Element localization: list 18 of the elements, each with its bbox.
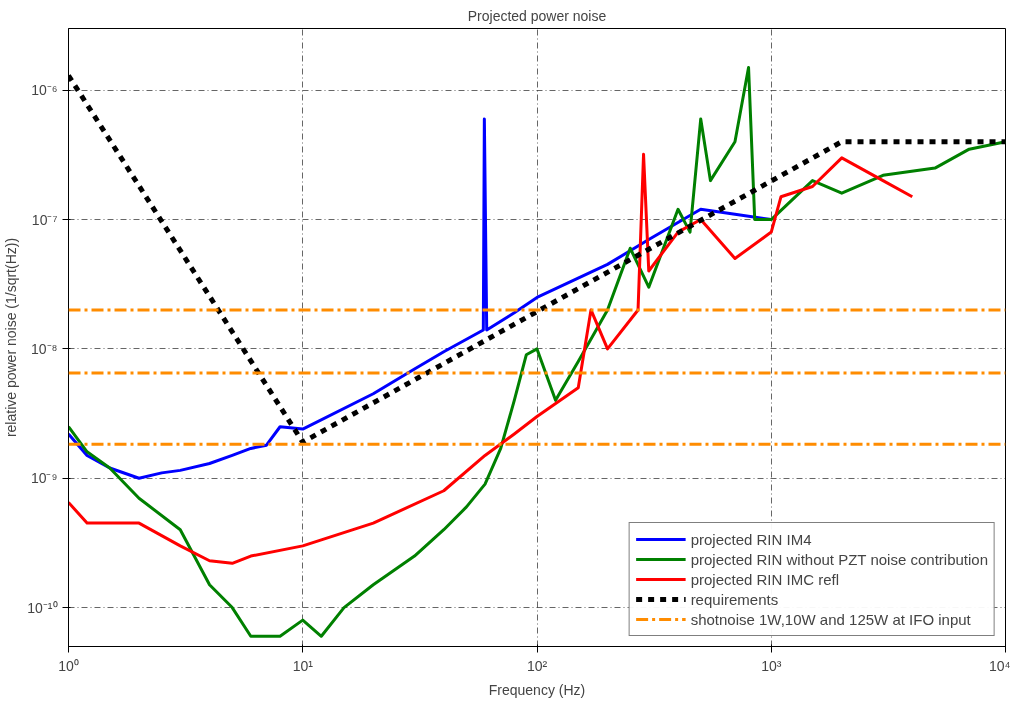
legend-label: shotnoise 1W,10W and 125W at IFO input [690,610,971,628]
y-tick-label: 10⁻⁸ [31,340,58,357]
x-tick-label: 10⁴ [988,657,1011,674]
legend-label: projected RIN IMC refl [690,570,839,588]
legend-label: requirements [690,590,779,608]
x-tick-label: 10⁰ [58,657,79,674]
x-tick-label: 10³ [761,657,782,674]
legend-label: projected RIN without PZT noise contribution [690,550,988,568]
y-tick-label: 10⁻¹⁰ [27,599,58,616]
x-tick-label: 10² [526,657,548,674]
x-tick-label: 10¹ [292,657,314,674]
y-tick-label: 10⁻⁷ [31,211,58,228]
x-axis-title: Frequency (Hz) [488,681,586,698]
y-tick-label: 10⁻⁹ [30,470,58,487]
legend-label: projected RIN IM4 [690,530,812,548]
chart-title: Projected power noise [467,7,607,24]
y-axis-title: relative power noise (1/sqrt(Hz)) [3,237,20,438]
y-tick-label: 10⁻⁶ [31,82,58,99]
